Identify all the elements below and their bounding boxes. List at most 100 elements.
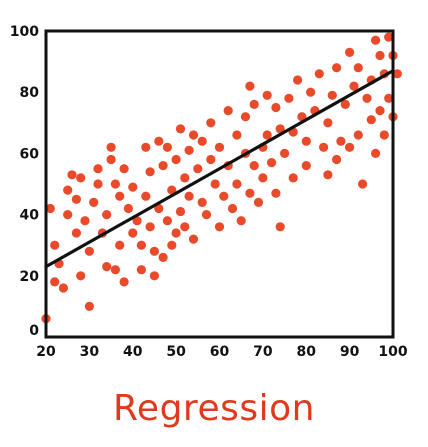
x-tick-label: 30 [80, 344, 100, 360]
data-point [162, 216, 172, 226]
data-point [358, 179, 368, 189]
data-point [366, 115, 376, 125]
data-point [306, 87, 316, 97]
data-point [262, 130, 272, 140]
data-point [293, 75, 303, 85]
data-point [45, 203, 55, 214]
data-point [136, 240, 146, 250]
data-point [136, 265, 146, 275]
data-point [76, 271, 86, 281]
data-point [154, 136, 164, 146]
data-point [362, 93, 372, 103]
data-point [249, 99, 259, 109]
data-point [271, 102, 281, 113]
scatter-plot: 20 30 40 50 60 70 80 90 100 0 20 40 60 80 100 [10, 24, 408, 360]
y-tick-label: 80 [20, 85, 40, 101]
data-point [375, 50, 385, 61]
axes-frame [44, 29, 395, 339]
data-point [297, 112, 307, 122]
y-tick-label: 40 [20, 208, 40, 224]
data-point [145, 167, 155, 177]
data-point [93, 179, 103, 189]
x-tick-label: 20 [36, 344, 56, 360]
data-point [180, 173, 190, 183]
data-point [240, 112, 251, 122]
x-tick-label: 70 [253, 344, 273, 360]
x-tick-label: 50 [166, 344, 186, 360]
data-point [76, 173, 86, 183]
data-point [141, 191, 151, 201]
data-point [236, 216, 246, 226]
x-tick-label: 60 [210, 344, 230, 360]
data-point [384, 93, 394, 103]
x-tick-label: 40 [123, 344, 143, 360]
data-point [214, 222, 225, 232]
data-point [93, 164, 103, 174]
data-point [275, 124, 285, 134]
data-point [84, 246, 94, 256]
data-point [345, 47, 355, 58]
data-point [301, 161, 311, 171]
data-point [71, 228, 81, 238]
y-tick-label: 60 [20, 146, 40, 162]
data-point [115, 240, 125, 250]
data-point [63, 185, 73, 195]
regression-line [44, 69, 395, 269]
data-point [349, 81, 359, 91]
data-point [327, 90, 337, 100]
data-point [184, 191, 194, 201]
data-point [206, 154, 216, 165]
data-point [201, 210, 212, 220]
data-point [71, 194, 81, 204]
data-point [227, 203, 238, 214]
data-point [80, 216, 90, 226]
data-point [253, 197, 264, 207]
data-point [175, 124, 186, 134]
data-point [167, 185, 177, 195]
y-tick-label: 0 [29, 323, 39, 339]
data-point [158, 161, 168, 171]
data-point [106, 142, 116, 152]
data-point [375, 106, 385, 116]
data-point [58, 283, 68, 293]
data-point [232, 179, 242, 189]
data-point [175, 206, 186, 217]
data-point [301, 136, 311, 146]
y-tick-label: 20 [20, 269, 40, 285]
data-point [102, 210, 112, 220]
data-point [210, 179, 220, 189]
chart-caption: Regression [113, 388, 315, 429]
data-point [379, 130, 389, 140]
data-point [89, 197, 99, 207]
data-point [323, 170, 333, 180]
ticks-layer: 20 30 40 50 60 70 80 90 100 0 20 40 60 80 100 [10, 24, 408, 360]
data-point [280, 148, 290, 158]
data-point [110, 265, 120, 275]
data-point [214, 142, 225, 152]
data-point [249, 161, 259, 171]
x-tick-label: 90 [340, 344, 360, 360]
data-point [167, 240, 177, 250]
data-point [206, 118, 216, 128]
data-point [123, 203, 133, 214]
data-point [171, 154, 181, 165]
data-point [106, 154, 116, 165]
data-point [245, 188, 255, 198]
data-point [67, 170, 77, 180]
data-point [275, 222, 285, 232]
data-point [353, 130, 363, 140]
data-point [63, 210, 73, 220]
data-point [340, 99, 350, 109]
data-point [171, 228, 181, 238]
data-point [84, 301, 94, 311]
data-point [353, 63, 363, 73]
data-point [336, 136, 346, 146]
data-point [384, 32, 394, 42]
data-point [371, 148, 381, 158]
data-point [162, 142, 172, 152]
data-point [149, 271, 159, 281]
data-point [184, 145, 194, 155]
data-point [314, 69, 324, 79]
data-point [197, 197, 207, 207]
